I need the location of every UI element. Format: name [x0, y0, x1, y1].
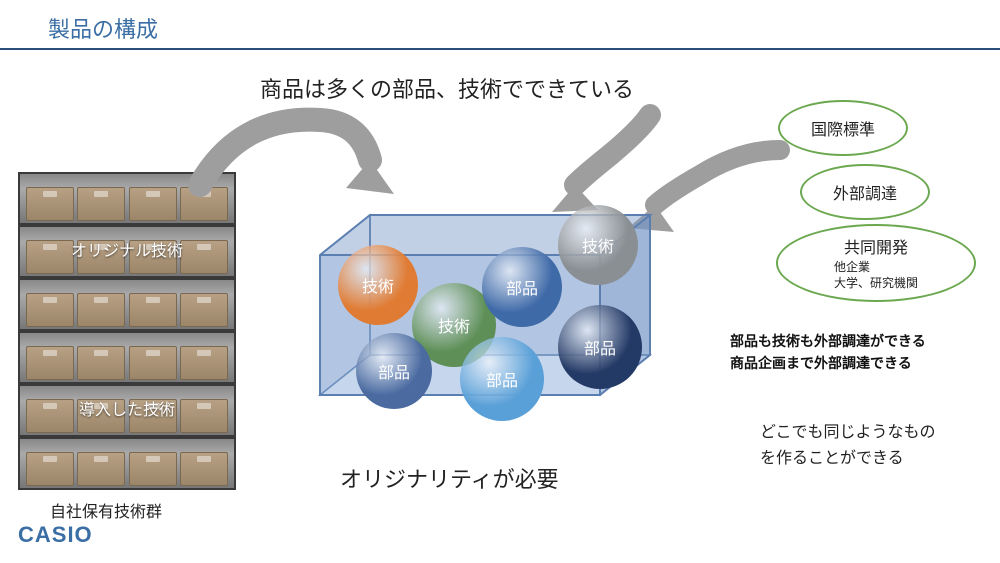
component-ball: 部品: [460, 337, 544, 421]
note-line: 部品も技術も外部調達ができる: [730, 330, 926, 352]
component-ball: 部品: [558, 305, 642, 389]
conclusion-line: を作ることができる: [760, 446, 936, 472]
source-bubble: 外部調達: [800, 164, 930, 220]
source-bubble: 共同開発他企業大学、研究機関: [776, 224, 976, 302]
component-ball: 部品: [482, 247, 562, 327]
bubble-label: 外部調達: [833, 180, 897, 204]
note-block: 部品も技術も外部調達ができる 商品企画まで外部調達できる: [730, 330, 926, 375]
source-bubble: 国際標準: [778, 100, 908, 156]
conclusion-line: どこでも同じようなもの: [760, 420, 936, 446]
title-divider: [0, 48, 1000, 50]
product-box: 技術技術部品部品部品技術部品: [300, 195, 660, 425]
originality-text: オリジナリティが必要: [340, 462, 559, 494]
bubble-sublabel: 他企業大学、研究機関: [834, 260, 918, 291]
note-line: 商品企画まで外部調達できる: [730, 352, 926, 374]
bubble-label: 国際標準: [811, 116, 875, 140]
page-title: 製品の構成: [0, 12, 1000, 48]
shelf-caption: 自社保有技術群: [50, 498, 162, 522]
component-ball: 部品: [356, 333, 432, 409]
shelf-label-bottom: 導入した技術: [20, 396, 234, 420]
component-ball: 技術: [338, 245, 418, 325]
component-ball: 技術: [558, 205, 638, 285]
shelf-label-top: オリジナル技術: [20, 237, 234, 261]
casio-logo: CASIO: [18, 522, 93, 548]
conclusion-block: どこでも同じようなもの を作ることができる: [760, 420, 936, 471]
bubble-label: 共同開発: [844, 234, 908, 258]
